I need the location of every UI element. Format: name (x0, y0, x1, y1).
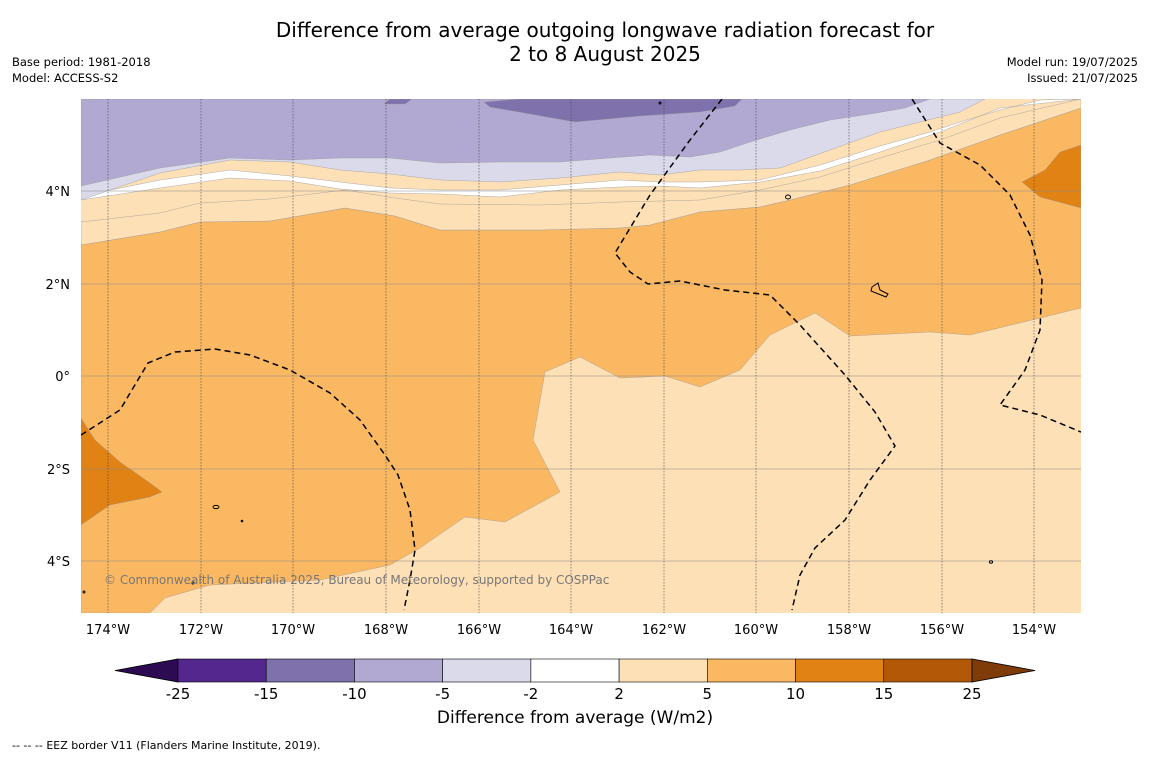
colorbar-tick-label: 5 (703, 685, 713, 703)
map-fields (81, 99, 1081, 613)
lat-label-4n: 4°N (46, 185, 71, 200)
footer-legend: -- -- -- EEZ border V11 (Flanders Marine… (12, 739, 320, 752)
eez-legend-symbol: -- -- -- (12, 739, 43, 752)
meta-left: Base period: 1981-2018 Model: ACCESS-S2 (12, 54, 151, 86)
lat-label-2n: 2°N (46, 278, 71, 293)
lon-label: 172°W (179, 623, 223, 638)
field-2-to-5-top (81, 99, 1081, 246)
chart-title: Difference from average outgoing longwav… (200, 18, 1010, 66)
colorbar-tick-label: 25 (962, 685, 981, 703)
copyright-credit: © Commonwealth of Australia 2025, Bureau… (104, 573, 609, 587)
lon-label: 158°W (827, 623, 871, 638)
lon-labels: 174°W 172°W 170°W 168°W 166°W 164°W 162°… (86, 623, 1056, 638)
lon-label: 166°W (457, 623, 501, 638)
lat-gridlines (81, 190, 1081, 562)
colorbar-segment (265, 658, 355, 683)
title-line-2: 2 to 8 August 2025 (509, 42, 701, 66)
colorbar-extend-min (114, 658, 179, 683)
colorbar-segment (618, 658, 708, 683)
eez-border-west (81, 348, 416, 611)
island-marker (82, 590, 86, 594)
island-marker (212, 504, 220, 510)
colorbar-segment (530, 658, 620, 683)
islands (82, 101, 994, 594)
lon-label: 164°W (549, 623, 593, 638)
eez-legend-text: EEZ border V11 (Flanders Marine Institut… (46, 739, 321, 752)
model-text: Model: ACCESS-S2 (12, 71, 119, 85)
base-period-text: Base period: 1981-2018 (12, 55, 151, 69)
colorbar-segment (177, 658, 267, 683)
colorbar-tick-label: -15 (254, 685, 279, 703)
island-marker (658, 101, 662, 105)
lon-label: 170°W (271, 623, 315, 638)
lat-label-0: 0° (55, 370, 70, 385)
lat-label-2s: 2°S (47, 463, 70, 478)
lon-label: 154°W (1012, 623, 1056, 638)
title-line-1: Difference from average outgoing longwav… (275, 18, 935, 42)
colorbar-tick-label: -5 (435, 685, 450, 703)
colorbar-tick-label: 10 (786, 685, 805, 703)
issued-text: Issued: 21/07/2025 (1027, 71, 1138, 85)
colorbar-tick-label: -25 (166, 685, 191, 703)
colorbar-tick-label: -2 (523, 685, 538, 703)
colorbar-segment (354, 658, 443, 683)
lon-label: 156°W (920, 623, 964, 638)
field-minus15-to-minus10-a (483, 99, 743, 123)
colorbar-tick-label: -10 (342, 685, 367, 703)
field-10-to-15-east (1021, 144, 1081, 209)
model-run-text: Model run: 19/07/2025 (1006, 55, 1138, 69)
lon-label: 174°W (86, 623, 130, 638)
field-10-to-15-west (81, 417, 163, 526)
colorbar-segment (707, 658, 796, 683)
lon-label: 162°W (642, 623, 686, 638)
eez-borders (81, 99, 1081, 611)
colorbar-extend-max (971, 658, 1036, 683)
colorbar-tick-label: 15 (874, 685, 893, 703)
eez-border-east (911, 99, 1081, 433)
lat-label-4s: 4°S (47, 555, 70, 570)
island-marker (191, 581, 195, 585)
island-marker (988, 560, 994, 564)
field-minus2-to-2 (81, 99, 1081, 201)
lon-label: 160°W (734, 623, 778, 638)
colorbar: -25 -15 -10 -5 -2 2 5 10 15 25 (114, 658, 1036, 703)
meta-right: Model run: 19/07/2025 Issued: 21/07/2025 (1007, 54, 1138, 86)
colorbar-label: Difference from average (W/m2) (436, 708, 714, 728)
lon-label: 168°W (364, 623, 408, 638)
field-minus15-to-minus10-b (383, 99, 413, 105)
lat-labels: 4°N 2°N 0° 2°S 4°S (46, 185, 71, 570)
colorbar-segment (442, 658, 532, 683)
island-marker (870, 282, 889, 298)
island-marker (240, 519, 244, 523)
colorbar-tick-label: 2 (614, 685, 624, 703)
island-marker (785, 194, 791, 200)
colorbar-segment (795, 658, 885, 683)
colorbar-segment (883, 658, 973, 683)
